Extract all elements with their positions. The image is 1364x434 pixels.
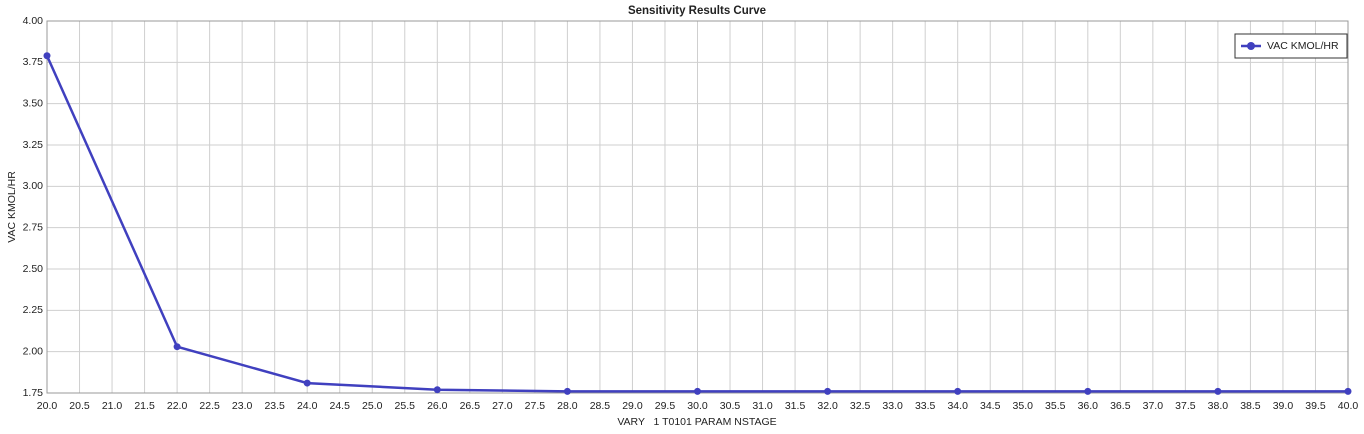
point — [173, 343, 181, 351]
x-tick-label: 20.0 — [37, 400, 58, 412]
x-tick-label: 20.5 — [69, 400, 90, 412]
x-tick-label: 27.5 — [525, 400, 546, 412]
x-tick-label: 37.5 — [1175, 400, 1196, 412]
point — [43, 52, 51, 60]
y-tick-label: 4.00 — [23, 15, 44, 27]
x-tick-label: 25.5 — [395, 400, 416, 412]
x-tick-label: 22.0 — [167, 400, 188, 412]
chart-title: Sensitivity Results Curve — [628, 5, 766, 17]
y-tick-label: 2.00 — [23, 345, 44, 357]
x-tick-label: 37.0 — [1143, 400, 1164, 412]
y-tick-label: 2.50 — [23, 263, 44, 275]
x-tick-label: 25.0 — [362, 400, 383, 412]
x-tick-label: 35.5 — [1045, 400, 1066, 412]
point — [954, 387, 962, 395]
legend-marker — [1247, 42, 1255, 50]
point — [694, 387, 701, 395]
x-tick-label: 23.0 — [232, 400, 253, 412]
y-tick-label: 2.25 — [23, 304, 44, 316]
y-tick-label: 3.00 — [23, 180, 44, 192]
point — [1344, 387, 1352, 395]
point — [563, 387, 571, 395]
x-tick-label: 28.0 — [557, 400, 578, 412]
x-tick-label: 36.5 — [1110, 400, 1131, 412]
x-axis-label: VARY 1 T0101 PARAM NSTAGE — [617, 416, 776, 428]
point — [433, 386, 441, 394]
point — [1084, 387, 1092, 395]
x-tick-label: 31.0 — [752, 400, 773, 412]
x-tick-label: 21.0 — [102, 400, 123, 412]
point — [1214, 387, 1222, 395]
x-tick-label: 27.0 — [492, 400, 513, 412]
x-tick-label: 32.5 — [850, 400, 871, 412]
y-tick-label: 3.75 — [23, 56, 44, 68]
point — [824, 387, 832, 395]
x-tick-label: 38.5 — [1240, 400, 1261, 412]
x-tick-label: 23.5 — [264, 400, 285, 412]
x-tick-label: 34.0 — [947, 400, 968, 412]
y-tick-label: 2.75 — [23, 221, 44, 233]
x-tick-label: 36.0 — [1078, 400, 1099, 412]
x-tick-label: 38.0 — [1208, 400, 1229, 412]
x-tick-label: 26.5 — [460, 400, 481, 412]
x-tick-label: 24.0 — [297, 400, 318, 412]
x-tick-label: 24.5 — [330, 400, 351, 412]
y-tick-label: 1.75 — [23, 387, 44, 399]
x-tick-label: 33.0 — [882, 400, 903, 412]
x-tick-label: 28.5 — [590, 400, 611, 412]
y-tick-label: 3.25 — [23, 139, 44, 151]
legend-label: VAC KMOL/HR — [1267, 40, 1339, 52]
x-tick-label: 34.5 — [980, 400, 1001, 412]
y-tick-label: 3.50 — [23, 97, 44, 109]
x-tick-label: 31.5 — [785, 400, 806, 412]
y-axis-label: VAC KMOL/HR — [6, 171, 18, 243]
x-tick-label: 39.5 — [1305, 400, 1326, 412]
x-tick-label: 29.5 — [655, 400, 676, 412]
x-tick-label: 21.5 — [134, 400, 155, 412]
x-tick-label: 39.0 — [1273, 400, 1294, 412]
point — [303, 379, 311, 387]
x-tick-label: 26.0 — [427, 400, 448, 412]
x-tick-label: 32.0 — [817, 400, 838, 412]
x-tick-label: 22.5 — [199, 400, 220, 412]
x-tick-label: 29.0 — [622, 400, 643, 412]
x-tick-label: 35.0 — [1013, 400, 1034, 412]
x-tick-label: 33.5 — [915, 400, 936, 412]
x-tick-label: 30.0 — [687, 400, 708, 412]
x-tick-label: 30.5 — [720, 400, 741, 412]
x-tick-label: 40.0 — [1338, 400, 1359, 412]
